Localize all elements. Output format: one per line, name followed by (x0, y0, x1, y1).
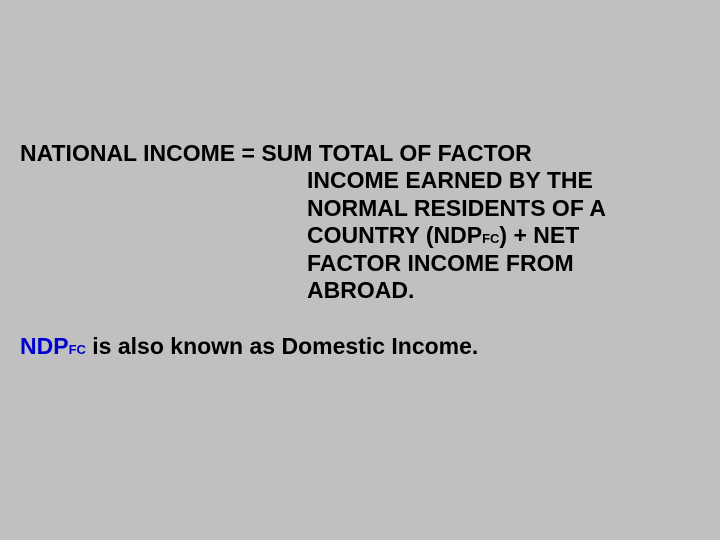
definition-line-5: FACTOR INCOME FROM (20, 250, 700, 278)
definition-line-4-part1: COUNTRY (NDP (307, 222, 482, 248)
definition-prefix: NATIONAL INCOME = (20, 140, 261, 166)
definition-line-3: NORMAL RESIDENTS OF A (20, 195, 700, 223)
definition-block: NATIONAL INCOME = SUM TOTAL OF FACTOR IN… (20, 140, 700, 305)
note-block: NDPFC is also known as Domestic Income. (20, 333, 700, 360)
definition-line-4: COUNTRY (NDPFC) + NET (20, 222, 700, 250)
definition-subscript: FC (482, 231, 499, 246)
ndp-term: NDP (20, 333, 69, 359)
ndp-subscript: FC (69, 342, 86, 357)
definition-line-4-part2: ) + NET (499, 222, 579, 248)
definition-line-6: ABROAD. (20, 277, 700, 305)
definition-line-1-rest: SUM TOTAL OF FACTOR (261, 140, 531, 166)
definition-line-2: INCOME EARNED BY THE (20, 167, 700, 195)
definition-line-1: NATIONAL INCOME = SUM TOTAL OF FACTOR (20, 140, 700, 167)
note-rest: is also known as Domestic Income. (86, 333, 478, 359)
